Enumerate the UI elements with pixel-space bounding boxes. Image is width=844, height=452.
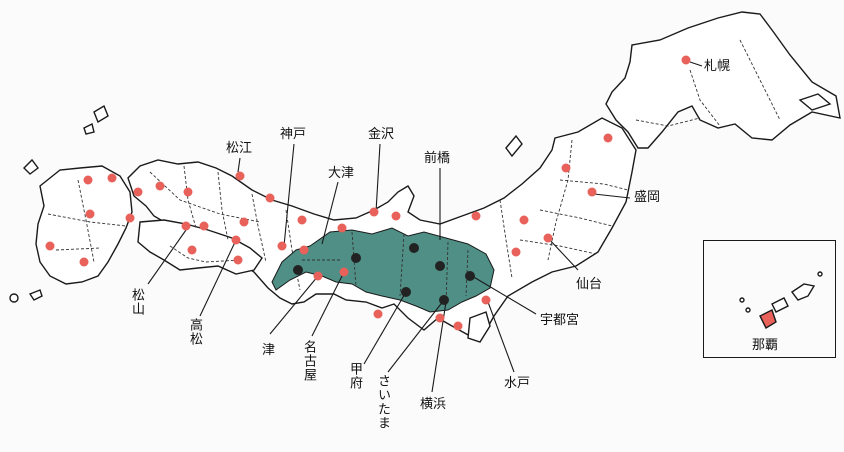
kyushu [35,165,133,285]
label-sapporo: 札幌 [704,59,731,74]
label-yokohama: 横浜 [420,397,447,412]
goto-islands [23,158,39,175]
label-kobe: 神戸 [280,127,307,142]
label-kanazawa: 金沢 [368,127,395,142]
tsushima-island [93,104,109,124]
label-otsu: 大津 [328,166,355,181]
prefectural-capitals [45,55,691,331]
hokkaido [605,11,841,149]
highlighted-region [271,227,495,313]
label-naha: 那覇 [752,338,779,353]
northern-islets [798,93,832,111]
label-utsunomiya: 宇都宮 [540,313,580,328]
label-matsue: 松江 [226,141,253,156]
sado-island [505,134,523,158]
prefecture-borders [47,39,781,291]
iki-island [83,122,95,135]
label-sendai: 仙台 [576,277,603,292]
tanegashima-island [28,289,43,301]
label-tsu: 津 [262,343,276,358]
label-morioka: 盛岡 [634,190,661,205]
okinawa-inset-frame [703,240,836,358]
label-matsuyama: 松山 [129,288,144,316]
label-maebashi: 前橋 [424,151,451,166]
label-mito: 水戸 [504,376,531,391]
region-capitals [293,243,475,305]
label-nagoya: 名古屋 [301,340,316,382]
label-saitama: さいたま [375,374,390,430]
label-takamatsu: 高松 [187,318,202,346]
small-island-west [9,293,19,303]
label-kofu: 甲府 [347,362,362,390]
okinawa-inset-islands [739,271,823,329]
boso-peninsula [467,311,491,343]
